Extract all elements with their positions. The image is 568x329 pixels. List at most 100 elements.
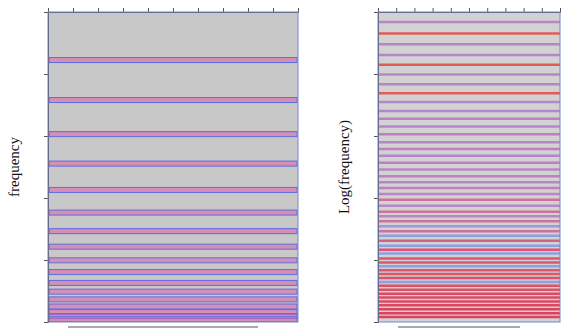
- harmonic-line: [378, 261, 560, 264]
- tick: [487, 8, 488, 12]
- tick: [198, 8, 199, 12]
- harmonic-line: [378, 32, 560, 35]
- tick: [44, 198, 48, 199]
- tick-mark: [198, 8, 199, 12]
- tick-mark: [44, 12, 48, 13]
- tick: [374, 12, 378, 13]
- tick-mark: [374, 260, 378, 261]
- plot-background: [48, 12, 298, 322]
- harmonic-line: [378, 125, 560, 128]
- tick: [374, 260, 378, 261]
- tick: [396, 8, 397, 12]
- tick: [248, 8, 249, 12]
- harmonic-line: [49, 244, 297, 249]
- harmonic-line: [378, 193, 560, 196]
- harmonic-line: [378, 83, 560, 86]
- harmonic-line: [378, 289, 560, 292]
- tick: [44, 260, 48, 261]
- harmonic-line: [49, 280, 297, 285]
- harmonic-line: [378, 117, 560, 120]
- harmonic-line: [378, 296, 560, 299]
- harmonic-line: [49, 289, 297, 294]
- tick-mark: [44, 74, 48, 75]
- harmonic-line: [378, 220, 560, 223]
- tick: [73, 8, 74, 12]
- tick-mark: [273, 8, 274, 12]
- tick-mark: [44, 322, 48, 323]
- harmonic-line: [378, 21, 560, 24]
- harmonic-line: [49, 270, 297, 275]
- harmonic-line: [378, 155, 560, 158]
- harmonic-line: [378, 281, 560, 284]
- harmonic-line: [378, 249, 560, 252]
- harmonic-line: [49, 210, 297, 215]
- tick: [98, 8, 99, 12]
- harmonic-line: [378, 257, 560, 260]
- harmonic-line: [49, 187, 297, 192]
- axis-title: frequency: [6, 137, 22, 197]
- tick: [451, 8, 452, 12]
- harmonic-line: [49, 304, 297, 309]
- tick: [44, 322, 48, 323]
- harmonic-line: [378, 308, 560, 311]
- tick-mark: [44, 260, 48, 261]
- harmonic-line: [378, 92, 560, 95]
- tick-mark: [248, 8, 249, 12]
- harmonic-line: [378, 175, 560, 178]
- tick: [223, 8, 224, 12]
- tick-mark: [298, 8, 299, 12]
- plot-frame: [48, 12, 298, 322]
- harmonic-line: [378, 73, 560, 76]
- harmonic-line: [378, 148, 560, 151]
- harmonic-line: [378, 199, 560, 202]
- harmonic-line: [378, 235, 560, 238]
- tick-mark: [73, 8, 74, 12]
- plot-frame: [378, 12, 560, 322]
- harmonic-line: [378, 205, 560, 208]
- tick: [44, 136, 48, 137]
- tick-mark: [374, 198, 378, 199]
- axis-title: Log(frequency): [336, 120, 353, 214]
- harmonic-line: [378, 210, 560, 213]
- panel: frequency: [6, 8, 298, 327]
- tick: [48, 8, 49, 12]
- harmonic-line: [378, 110, 560, 113]
- harmonic-line: [378, 265, 560, 268]
- harmonic-line: [378, 63, 560, 66]
- tick: [374, 136, 378, 137]
- tick: [173, 8, 174, 12]
- harmonic-line: [378, 284, 560, 287]
- tick-mark: [414, 8, 415, 12]
- harmonic-line: [378, 252, 560, 255]
- harmonic-line: [49, 58, 297, 63]
- tick-mark: [451, 8, 452, 12]
- harmonic-line: [378, 316, 560, 319]
- harmonic-line: [378, 133, 560, 136]
- tick: [378, 8, 379, 12]
- tick: [374, 74, 378, 75]
- tick: [469, 8, 470, 12]
- tick-mark: [560, 8, 561, 12]
- harmonic-line: [378, 43, 560, 46]
- harmonic-line: [378, 300, 560, 303]
- tick-mark: [374, 136, 378, 137]
- harmonic-line: [378, 244, 560, 247]
- harmonic-line: [378, 161, 560, 164]
- harmonic-line: [378, 225, 560, 228]
- plot-background: [378, 12, 560, 322]
- harmonic-line: [378, 168, 560, 171]
- harmonic-line: [378, 240, 560, 243]
- harmonic-line: [49, 98, 297, 103]
- tick-mark: [469, 8, 470, 12]
- tick-mark: [378, 8, 379, 12]
- harmonic-line: [378, 269, 560, 272]
- tick: [414, 8, 415, 12]
- tick-mark: [48, 8, 49, 12]
- tick-mark: [123, 8, 124, 12]
- tick-mark: [487, 8, 488, 12]
- harmonic-line: [49, 297, 297, 302]
- harmonics: [49, 58, 297, 322]
- harmonic-line: [378, 187, 560, 190]
- tick-mark: [173, 8, 174, 12]
- tick-mark: [44, 136, 48, 137]
